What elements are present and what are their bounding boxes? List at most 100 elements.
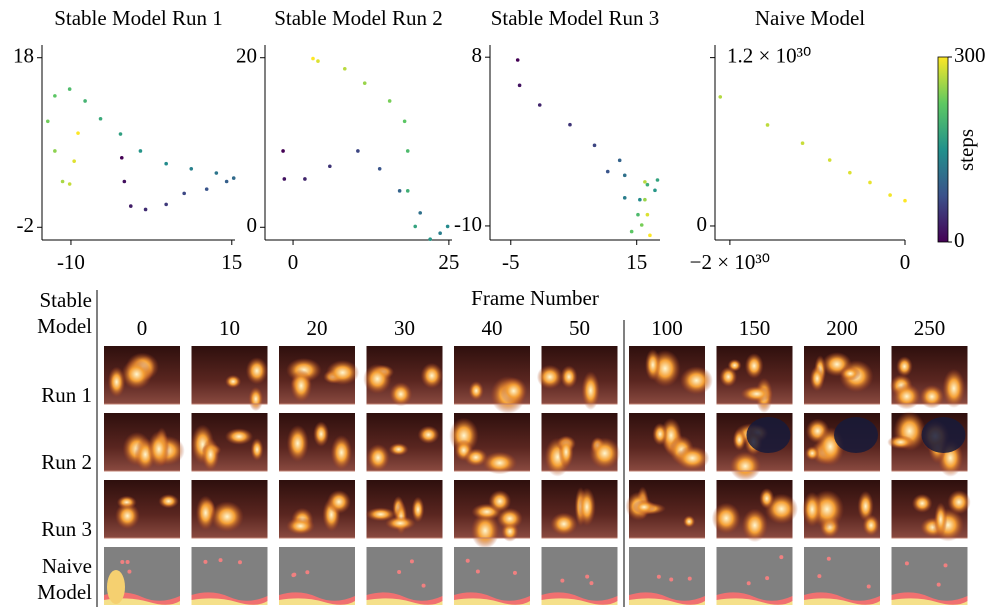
- point: [343, 67, 347, 71]
- frame-fire: [418, 426, 440, 444]
- point: [68, 87, 72, 91]
- point: [518, 84, 522, 88]
- frame-image: [717, 547, 793, 605]
- point: [164, 162, 168, 166]
- frame-fire: [589, 437, 620, 469]
- frame-image: [542, 480, 618, 538]
- frame-smoke: [922, 417, 966, 453]
- point: [643, 198, 647, 202]
- frame-image: [104, 346, 180, 404]
- frame-fire: [537, 365, 563, 389]
- corner-label: Stable Model: [12, 287, 92, 339]
- point: [356, 149, 360, 153]
- colorbar-label: steps: [954, 129, 978, 171]
- frame-fire: [389, 443, 409, 456]
- point: [232, 176, 236, 180]
- point: [283, 177, 287, 181]
- x-tick-label: 15: [626, 250, 647, 274]
- point: [618, 159, 622, 163]
- frame-spark: [466, 559, 470, 563]
- frame-fire: [645, 349, 661, 381]
- point: [144, 208, 148, 212]
- frame-label: 10: [219, 316, 240, 340]
- frame-image: [537, 346, 618, 410]
- frame-image: [890, 346, 968, 409]
- frame-label: 30: [394, 316, 415, 340]
- frame-spark: [905, 561, 909, 565]
- frame-fire: [148, 431, 171, 468]
- frame-image: [279, 346, 359, 404]
- x-tick-label: -10: [57, 250, 85, 274]
- frame-fire: [745, 353, 764, 379]
- frame-image: [449, 413, 530, 474]
- point: [123, 180, 127, 184]
- frame-fire: [920, 385, 945, 409]
- point: [139, 149, 143, 153]
- frame-fire: [712, 503, 741, 534]
- frame-label: 200: [826, 316, 858, 340]
- frame-fire: [225, 428, 253, 445]
- frame-fire: [802, 492, 822, 527]
- frame-fire: [210, 501, 243, 532]
- frame-label: 50: [569, 316, 590, 340]
- chart-title: Stable Model Run 1: [54, 6, 223, 30]
- frame-fire: [225, 375, 241, 388]
- point: [593, 144, 597, 148]
- frame-spark: [657, 575, 661, 579]
- frame-spark: [120, 560, 124, 564]
- point: [903, 199, 907, 203]
- row-label: Run 1: [41, 383, 92, 407]
- point: [83, 99, 87, 103]
- frame-image: [363, 346, 443, 406]
- x-tick-label: 25: [438, 250, 459, 274]
- frame-fire: [741, 386, 773, 402]
- frame-fire: [251, 438, 264, 461]
- frame-fire: [730, 452, 762, 481]
- frame-spark: [867, 585, 871, 589]
- frame-fire: [287, 425, 309, 462]
- row-label: Run 3: [41, 517, 92, 541]
- point: [303, 177, 307, 181]
- colorbar: [938, 57, 948, 242]
- frame-image: [104, 547, 180, 605]
- point: [189, 167, 193, 171]
- frame-fire: [246, 357, 268, 384]
- frame-image: [454, 480, 530, 549]
- frame-image: [279, 480, 355, 538]
- frame-fire: [363, 364, 391, 394]
- frame-image: [892, 547, 968, 605]
- point: [388, 99, 392, 103]
- frame-fire: [500, 377, 527, 405]
- y-tick-label: -2: [17, 213, 35, 237]
- frame-image: [717, 346, 793, 413]
- frame-image: [717, 413, 793, 481]
- frame-image: [542, 413, 621, 477]
- y-tick-label: 0: [247, 213, 258, 237]
- frame-spark: [827, 557, 831, 561]
- point: [46, 120, 50, 124]
- frame-fire: [158, 494, 178, 508]
- point: [281, 149, 285, 153]
- frame-fire: [115, 502, 140, 529]
- frame-image: [104, 480, 180, 538]
- frame-fire: [759, 488, 774, 509]
- frame-fire: [675, 446, 709, 471]
- x-tick-label: 0: [288, 250, 299, 274]
- frame-image: [192, 547, 268, 605]
- point: [636, 213, 640, 217]
- frame-spark: [779, 555, 783, 559]
- frame-smoke: [834, 417, 878, 453]
- frame-fire: [632, 500, 655, 515]
- frame-label: 0: [137, 316, 148, 340]
- frame-spark: [126, 560, 130, 564]
- y-tick-label: 1.2 × 10³⁰: [727, 43, 811, 67]
- point: [119, 132, 123, 136]
- point: [418, 211, 422, 215]
- frame-image: [892, 480, 971, 541]
- figure: Frame Number steps Stable Model Run 1-21…: [0, 0, 996, 607]
- point: [888, 193, 892, 197]
- frame-image: [804, 413, 880, 471]
- frame-fire: [840, 367, 861, 381]
- frame-fire: [934, 502, 947, 536]
- frame-label: 250: [914, 316, 946, 340]
